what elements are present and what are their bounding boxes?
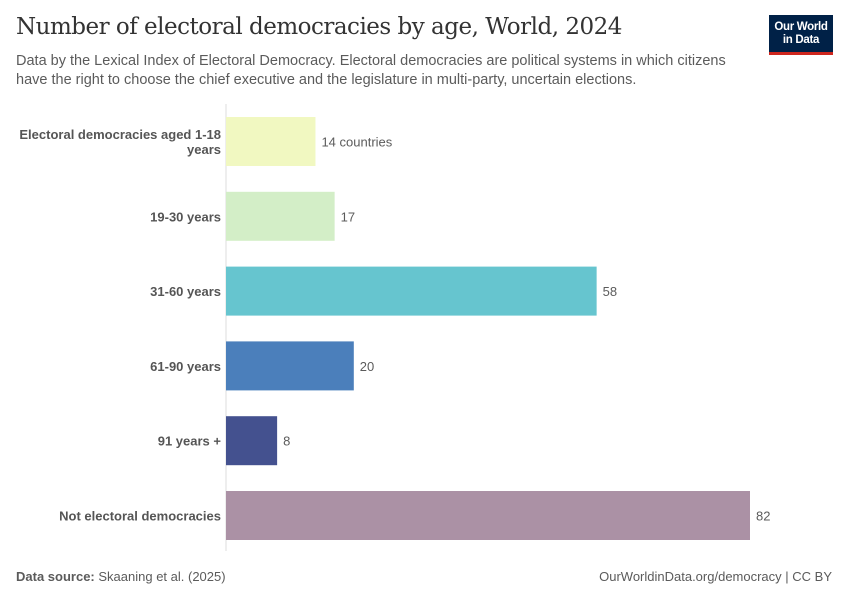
value-label: 82 xyxy=(756,509,770,524)
license-link[interactable]: OurWorldinData.org/democracy | CC BY xyxy=(599,569,832,584)
category-label: Electoral democracies aged 1-18 years xyxy=(19,127,221,157)
source-link[interactable]: Skaaning et al. (2025) xyxy=(98,569,226,584)
chart-title: Number of electoral democracies by age, … xyxy=(16,14,622,40)
chart-subtitle: Data by the Lexical Index of Electoral D… xyxy=(16,53,726,88)
category-label: 19-30 years xyxy=(150,209,221,224)
bar[interactable] xyxy=(226,117,316,166)
value-label: 8 xyxy=(283,434,290,449)
data-source: Data source: Skaaning et al. (2025) xyxy=(16,569,226,584)
category-label: 31-60 years xyxy=(150,284,221,299)
value-label: 20 xyxy=(360,359,374,374)
bar[interactable] xyxy=(226,266,597,316)
owid-logo[interactable]: Our World in Data xyxy=(769,15,833,55)
bar[interactable] xyxy=(226,191,335,241)
value-label: 58 xyxy=(603,284,617,299)
bar[interactable] xyxy=(226,341,354,391)
category-label: 91 years + xyxy=(158,434,222,449)
value-label: 17 xyxy=(341,209,355,224)
bar[interactable] xyxy=(226,416,278,466)
source-label: Data source: xyxy=(16,569,95,584)
category-label: Not electoral democracies xyxy=(59,509,221,524)
bar[interactable] xyxy=(226,491,750,540)
category-label: 61-90 years xyxy=(150,359,221,374)
value-label: 14 countries xyxy=(321,135,392,150)
